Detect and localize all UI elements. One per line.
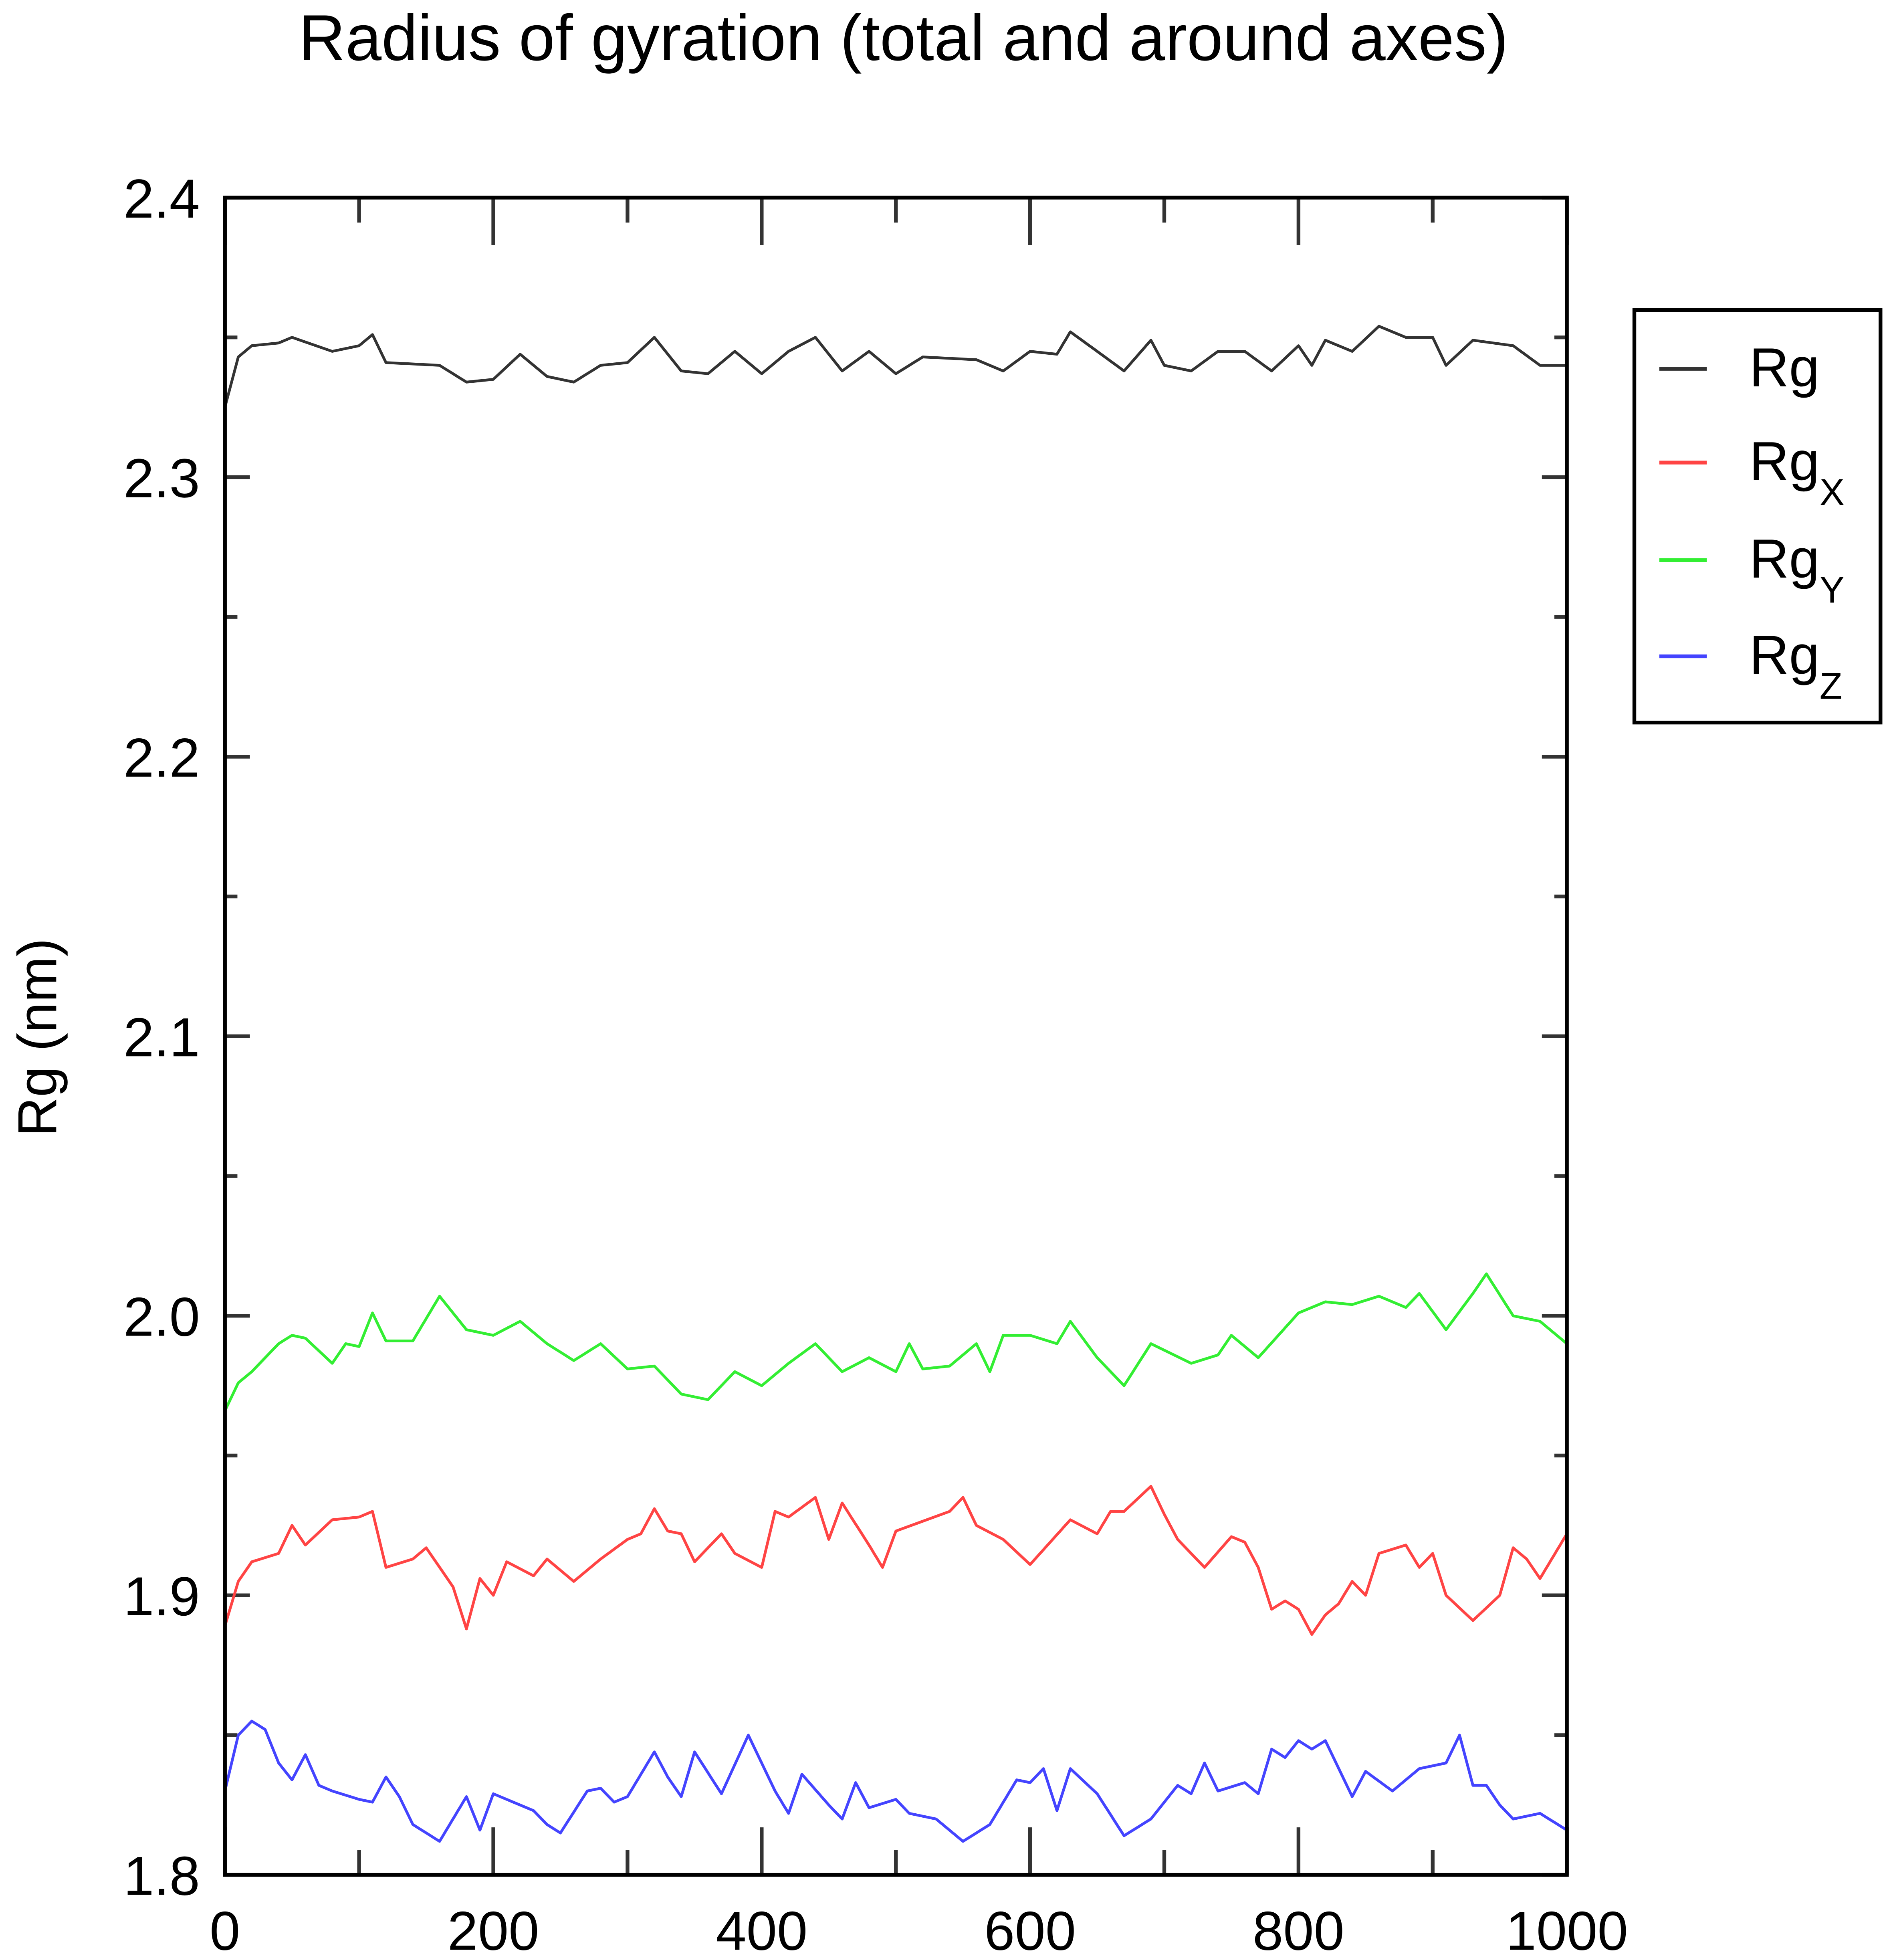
x-tick-label: 800 [1253, 1901, 1344, 1960]
y-tick-label: 1.8 [123, 1845, 200, 1907]
y-tick-label: 2.4 [123, 168, 200, 230]
y-tick-label: 2.3 [123, 448, 200, 509]
y-axis-label: Rg (nm) [7, 938, 68, 1137]
axis-ticks: 1.8 1.9 2.0 2.1 2.2 2.3 2.4 0 200 400 600 800 1000 [123, 168, 1628, 1960]
series-line-rg-y [224, 1272, 1568, 1412]
y-tick-label: 2.2 [123, 727, 200, 789]
series-line-rg [223, 325, 1567, 408]
series-lines [223, 325, 1568, 1843]
y-tick-label: 2.0 [123, 1287, 200, 1348]
legend-label: Rg [1749, 337, 1819, 398]
legend-subscript: Y [1820, 568, 1845, 610]
y-tick-label: 1.9 [123, 1566, 200, 1627]
legend-subscript: Z [1820, 665, 1843, 707]
x-tick-label: 400 [716, 1901, 807, 1960]
legend-box [1632, 308, 1883, 725]
x-tick-label: 1000 [1506, 1901, 1628, 1960]
chart-title: Radius of gyration (total and around axe… [299, 2, 1508, 74]
x-tick-label: 200 [448, 1901, 539, 1960]
plot-frame [223, 196, 1569, 1877]
y-tick-label: 2.1 [123, 1007, 200, 1068]
x-tick-label: 600 [984, 1901, 1076, 1960]
series-line-rg-z [223, 1720, 1568, 1843]
legend-subscript: X [1820, 471, 1845, 513]
series-line-rg-x [223, 1485, 1568, 1636]
x-tick-label: 0 [210, 1901, 240, 1960]
